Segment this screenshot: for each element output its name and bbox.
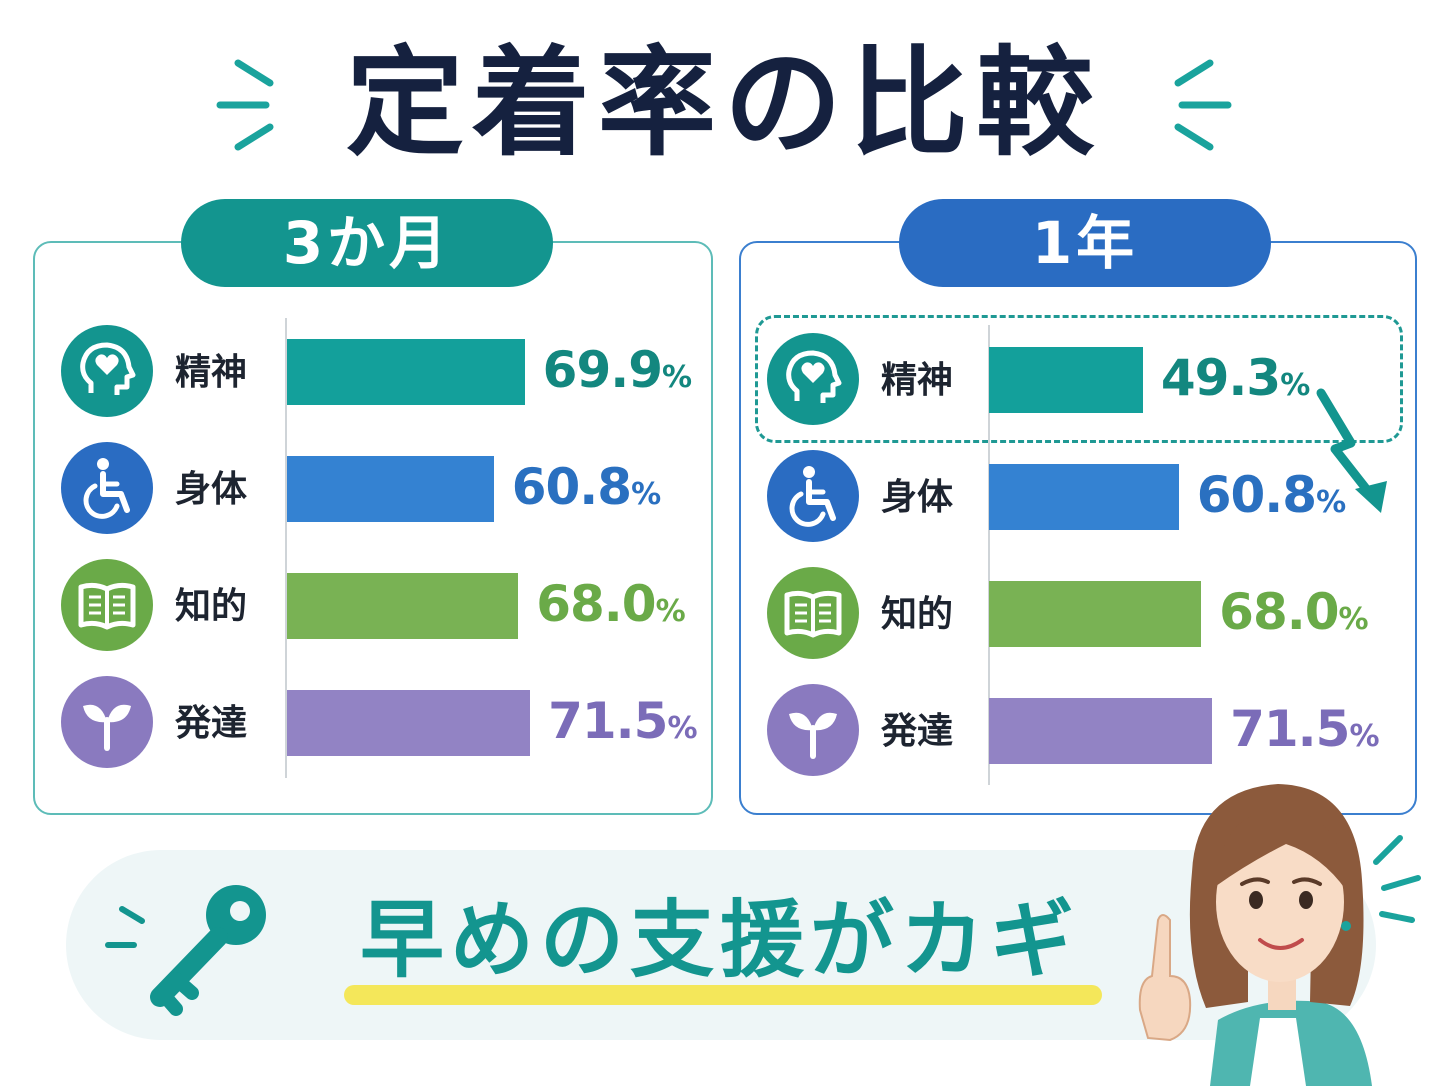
bar xyxy=(287,573,519,639)
value-number: 71.5 xyxy=(1230,700,1350,758)
chart-row: 身体 60.8% xyxy=(767,450,1407,542)
value-label: 71.5% xyxy=(1230,694,1379,772)
value-number: 60.8 xyxy=(1196,466,1317,524)
value-unit: % xyxy=(662,360,692,395)
slogan-underline xyxy=(344,985,1102,1005)
value-label: 49.3% xyxy=(1160,343,1310,421)
value-number: 60.8 xyxy=(511,458,632,516)
book-icon xyxy=(767,567,859,659)
category-label: 知的 xyxy=(881,594,954,635)
bar xyxy=(287,456,494,522)
chart-panel-3months: 3か月 精神 69.9% 身体 60.8% 知的 68.0% 発達 71.5% xyxy=(33,199,713,815)
value-number: 68.0 xyxy=(1219,583,1339,641)
panel-header-3months: 3か月 xyxy=(181,199,553,287)
value-unit: % xyxy=(1349,719,1379,754)
wheelchair-icon xyxy=(767,450,859,542)
highlight-dashed-box xyxy=(755,315,1403,443)
category-label: 発達 xyxy=(175,703,248,744)
category-label: 精神 xyxy=(175,352,248,393)
bar xyxy=(989,347,1143,413)
value-number: 71.5 xyxy=(548,692,668,750)
key-icon xyxy=(105,885,266,1016)
chart-axis xyxy=(988,325,990,785)
slogan-text: 早めの支援がカギ xyxy=(360,891,1081,989)
page-title: 定着率の比較 xyxy=(345,34,1102,172)
value-label: 60.8% xyxy=(511,452,661,530)
burst-lines-right-icon xyxy=(1174,59,1232,151)
wheelchair-icon xyxy=(61,442,153,534)
bar xyxy=(287,339,525,405)
category-label: 精神 xyxy=(881,360,954,401)
value-unit: % xyxy=(1280,368,1310,403)
chart-row: 発達 71.5% xyxy=(61,676,701,768)
value-label: 71.5% xyxy=(548,686,697,764)
value-number: 69.9 xyxy=(542,341,663,399)
chart-row: 知的 68.0% xyxy=(61,559,701,651)
value-unit: % xyxy=(667,711,697,746)
chart-panel-1year: 1年 精神 49.3% 身体 60.8% 知的 68.0% 発達 71.5% xyxy=(739,199,1417,815)
value-unit: % xyxy=(655,594,686,629)
bar xyxy=(989,698,1213,764)
burst-lines-left-icon xyxy=(216,59,274,151)
category-label: 身体 xyxy=(175,469,248,510)
bar xyxy=(989,464,1179,530)
chart-row: 精神 49.3% xyxy=(767,333,1407,425)
value-unit: % xyxy=(1316,485,1346,520)
value-label: 68.0% xyxy=(1219,577,1369,655)
value-label: 69.9% xyxy=(542,335,692,413)
chart-row: 精神 69.9% xyxy=(61,325,701,417)
head-heart-icon xyxy=(767,333,859,425)
woman-pointing-illustration xyxy=(1138,784,1421,1086)
bar xyxy=(989,581,1202,647)
value-label: 60.8% xyxy=(1196,460,1346,538)
category-label: 身体 xyxy=(881,477,954,518)
chart-row: 知的 68.0% xyxy=(767,567,1407,659)
head-heart-icon xyxy=(61,325,153,417)
value-number: 49.3 xyxy=(1160,349,1281,407)
chart-axis xyxy=(285,318,287,778)
value-number: 68.0 xyxy=(536,575,656,633)
bar xyxy=(287,690,531,756)
category-label: 発達 xyxy=(881,711,954,752)
category-label: 知的 xyxy=(175,586,248,627)
value-label: 68.0% xyxy=(536,569,686,647)
sprout-icon xyxy=(767,684,859,776)
value-unit: % xyxy=(631,477,661,512)
chart-row: 身体 60.8% xyxy=(61,442,701,534)
sprout-icon xyxy=(61,676,153,768)
down-arrow-icon xyxy=(1316,388,1387,513)
panel-header-1year: 1年 xyxy=(899,199,1271,287)
value-unit: % xyxy=(1338,602,1369,637)
chart-row: 発達 71.5% xyxy=(767,684,1407,776)
book-icon xyxy=(61,559,153,651)
